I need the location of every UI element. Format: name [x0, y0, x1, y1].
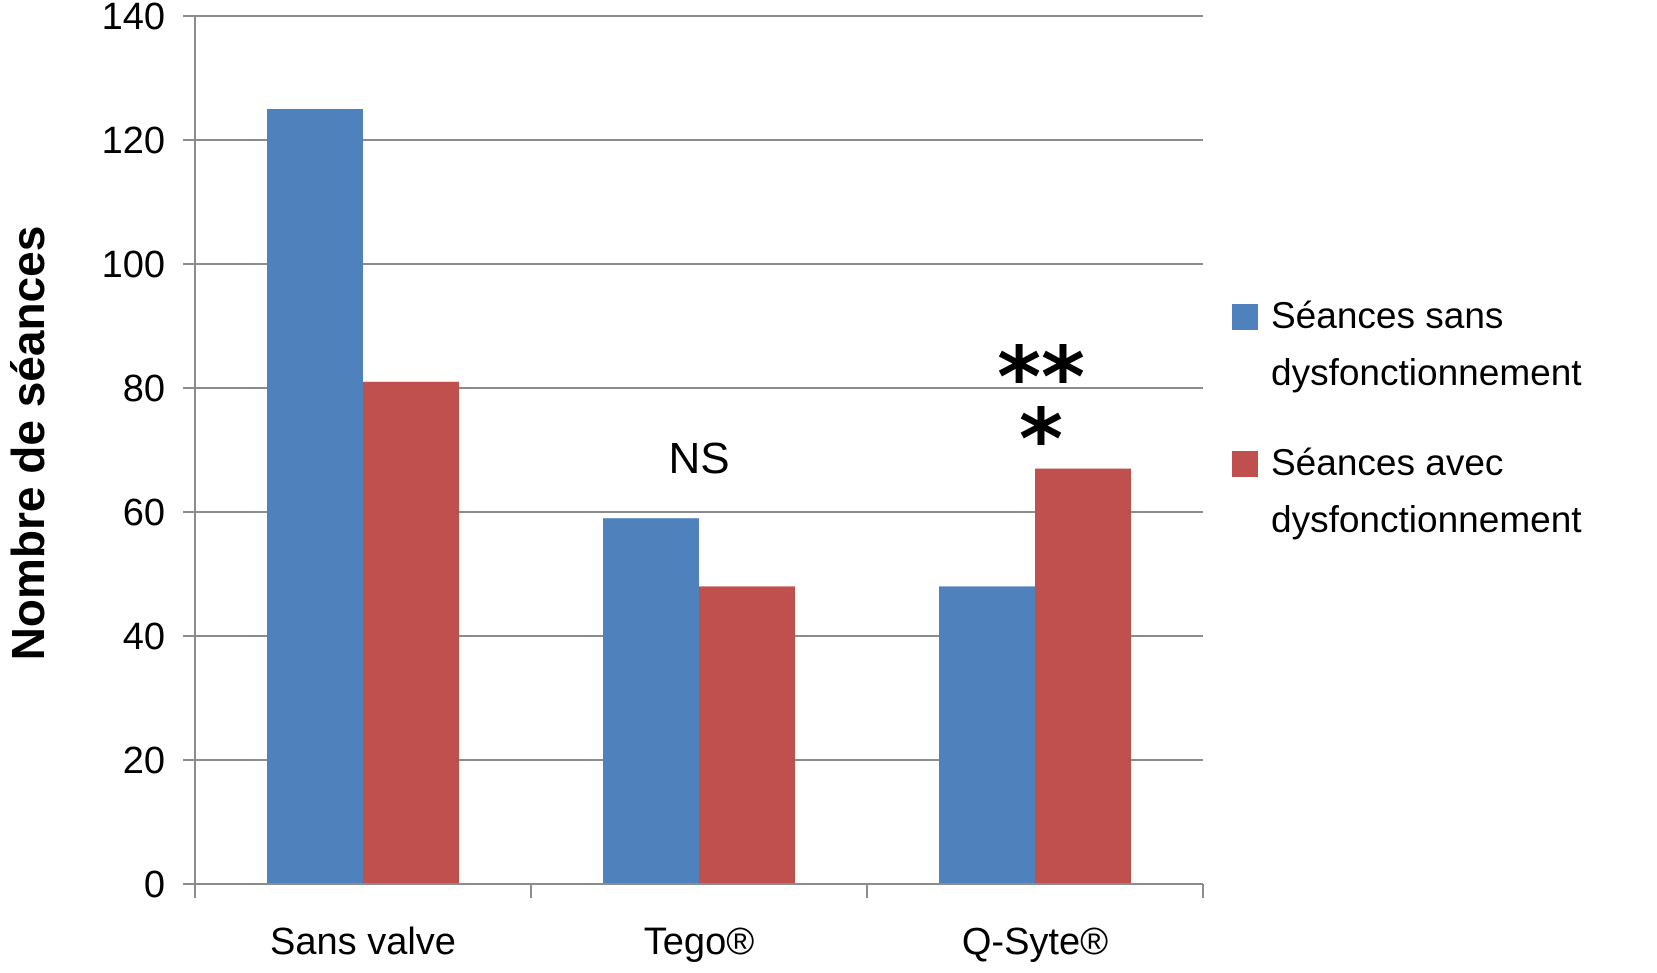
bar-sans-2: [939, 586, 1035, 884]
y-tick-label: 100: [102, 244, 165, 286]
annotation-ns: NS: [668, 434, 729, 483]
legend-swatch: [1232, 451, 1258, 477]
y-tick-labels: 0 20 40 60 80 100 120 140: [102, 0, 165, 906]
annotation-stars: *: [1019, 391, 1063, 489]
bar-avec-0: [363, 381, 459, 884]
x-category-labels: Sans valve Tego® Q-Syte®: [270, 921, 1108, 963]
y-tick-label: 40: [123, 616, 165, 658]
annotations: NS ***: [668, 329, 1084, 489]
bar-sans-0: [267, 109, 363, 884]
axes: [183, 15, 1204, 898]
legend-label: Séances sans: [1271, 295, 1503, 336]
x-category-label: Tego®: [644, 921, 754, 963]
y-tick-label: 140: [102, 0, 165, 38]
bar-sans-1: [603, 518, 699, 884]
legend-swatch: [1232, 304, 1258, 330]
legend: Séances sans dysfonctionnement Séances ave…: [1232, 295, 1582, 540]
y-tick-label: 120: [102, 120, 165, 162]
y-axis-label: Nombre de séances: [2, 226, 54, 661]
legend-label: dysfonctionnement: [1271, 499, 1582, 540]
y-tick-label: 80: [123, 368, 165, 410]
bar-avec-2: [1035, 468, 1131, 884]
bars: [267, 109, 1131, 884]
y-tick-label: 20: [123, 740, 165, 782]
x-category-label: Q-Syte®: [962, 921, 1108, 963]
legend-label: Séances avec: [1271, 442, 1503, 483]
legend-label: dysfonctionnement: [1271, 352, 1582, 393]
x-category-label: Sans valve: [270, 921, 456, 963]
annotation-stars: **: [997, 329, 1085, 427]
y-tick-label: 60: [123, 492, 165, 534]
y-tick-label: 0: [144, 864, 165, 906]
bar-avec-1: [699, 586, 795, 884]
